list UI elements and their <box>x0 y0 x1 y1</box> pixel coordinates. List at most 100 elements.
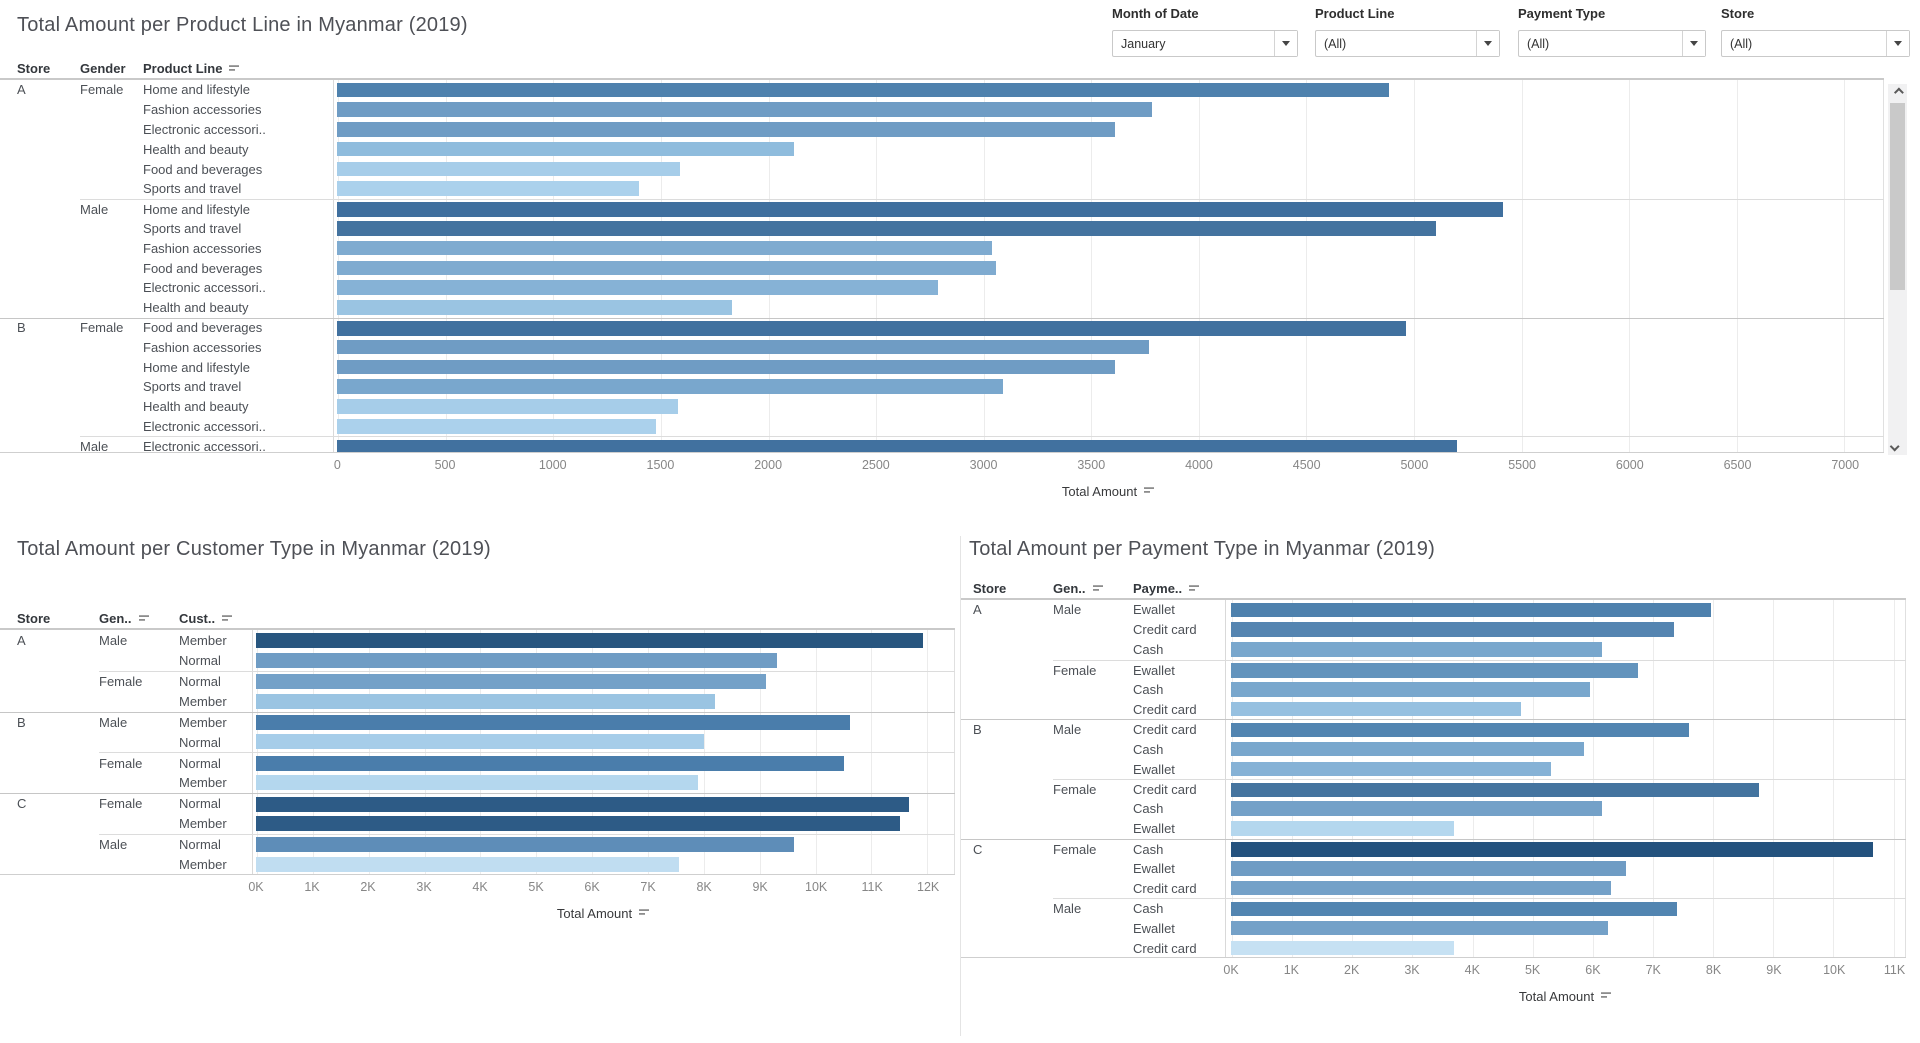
row-label-gender[interactable] <box>1053 918 1133 938</box>
bar[interactable] <box>337 122 1115 137</box>
row-label-gender[interactable] <box>1053 938 1133 957</box>
row-label-category[interactable]: Food and beverages <box>143 260 263 276</box>
row-label-gender[interactable] <box>80 357 143 377</box>
bar[interactable] <box>1231 801 1602 816</box>
row-label-store[interactable]: A <box>973 602 982 618</box>
row-label-gender[interactable] <box>80 219 143 239</box>
row-label-store[interactable]: B <box>17 714 26 730</box>
row-label-category[interactable]: Member <box>179 775 227 791</box>
row-label-category[interactable]: Electronic accessori.. <box>143 436 333 452</box>
bar[interactable] <box>1231 782 1759 798</box>
bar[interactable] <box>1231 901 1678 917</box>
row-label-category[interactable]: Normal <box>179 670 252 691</box>
row-label-store[interactable] <box>0 258 80 278</box>
row-label-gender[interactable] <box>80 377 143 397</box>
bar[interactable] <box>255 796 909 812</box>
row-label-category[interactable]: Member <box>179 816 227 832</box>
row-label-store[interactable] <box>0 100 80 120</box>
column-header[interactable]: Cust.. <box>179 611 252 626</box>
bar[interactable] <box>337 280 939 295</box>
row-label-store[interactable] <box>961 699 1053 719</box>
row-label-gender[interactable] <box>80 120 143 140</box>
row-label-store[interactable] <box>961 660 1053 680</box>
dropdown-arrow-button[interactable] <box>1682 31 1705 56</box>
row-label-store[interactable]: B <box>973 722 982 738</box>
row-label-store[interactable]: A <box>17 82 26 98</box>
row-label-gender[interactable]: Male <box>80 436 143 452</box>
row-label-gender[interactable]: Male <box>99 833 179 854</box>
bar[interactable] <box>1231 920 1609 936</box>
row-label-gender[interactable]: Male <box>99 714 128 730</box>
row-label-store[interactable] <box>0 732 99 752</box>
bar[interactable] <box>337 82 1389 97</box>
bar[interactable] <box>337 260 997 276</box>
bar[interactable] <box>337 339 1150 355</box>
bar[interactable] <box>337 379 1003 394</box>
row-label-gender[interactable] <box>80 159 143 179</box>
row-label-category[interactable]: Home and lifestyle <box>143 359 250 375</box>
bar[interactable] <box>1231 861 1627 876</box>
row-label-gender[interactable] <box>99 854 179 874</box>
bar[interactable] <box>1231 842 1874 857</box>
row-label-store[interactable] <box>961 859 1053 879</box>
row-label-store[interactable] <box>961 819 1053 839</box>
bar[interactable] <box>255 755 845 771</box>
column-header[interactable]: Product Line <box>143 61 333 76</box>
column-header[interactable]: Store <box>0 61 80 76</box>
row-label-gender[interactable] <box>1053 699 1133 719</box>
row-label-gender[interactable] <box>80 278 143 298</box>
dropdown-value[interactable]: (All) <box>1730 36 1753 51</box>
row-label-store[interactable] <box>0 278 80 298</box>
row-label-store[interactable] <box>0 159 80 179</box>
row-label-category[interactable]: Electronic accessori.. <box>143 121 266 137</box>
row-label-category[interactable]: Ewallet <box>1133 861 1175 877</box>
row-label-category[interactable]: Ewallet <box>1133 659 1225 680</box>
row-label-store[interactable] <box>961 938 1053 957</box>
row-label-store[interactable] <box>0 397 80 417</box>
row-label-store[interactable] <box>0 219 80 239</box>
row-label-category[interactable]: Ewallet <box>1133 821 1175 837</box>
row-label-category[interactable]: Health and beauty <box>143 399 249 415</box>
dropdown-value[interactable]: January <box>1121 36 1166 51</box>
bar[interactable] <box>1231 701 1521 717</box>
row-label-store[interactable] <box>0 671 99 691</box>
row-label-store[interactable] <box>0 834 99 854</box>
row-label-category[interactable]: Member <box>179 693 227 709</box>
row-label-category[interactable]: Fashion accessories <box>143 240 262 256</box>
row-label-category[interactable]: Member <box>179 856 227 872</box>
row-label-store[interactable] <box>0 773 99 793</box>
row-label-category[interactable]: Member <box>179 714 227 730</box>
bar[interactable] <box>255 734 705 750</box>
bar[interactable] <box>255 674 766 690</box>
row-label-store[interactable] <box>961 620 1053 640</box>
row-label-category[interactable]: Cash <box>1133 801 1164 817</box>
row-label-gender[interactable]: Male <box>1053 722 1082 738</box>
bar[interactable] <box>337 161 680 177</box>
row-label-category[interactable]: Credit card <box>1133 722 1197 738</box>
bar[interactable] <box>255 693 716 709</box>
row-label-gender[interactable]: Male <box>1053 602 1082 618</box>
row-label-gender[interactable] <box>1053 859 1133 879</box>
row-label-category[interactable]: Credit card <box>1133 940 1197 956</box>
row-label-category[interactable]: Sports and travel <box>143 181 242 197</box>
bar[interactable] <box>1231 602 1711 617</box>
dropdown-value[interactable]: (All) <box>1324 36 1347 51</box>
row-label-gender[interactable]: Female <box>80 82 124 98</box>
row-label-gender[interactable] <box>99 732 179 752</box>
sort-icon[interactable] <box>138 613 150 624</box>
column-header[interactable]: Gen.. <box>1053 581 1133 596</box>
row-label-category[interactable]: Credit card <box>1133 880 1197 896</box>
column-header[interactable]: Store <box>961 581 1053 596</box>
row-label-category[interactable]: Electronic accessori.. <box>143 280 266 296</box>
row-label-category[interactable]: Electronic accessori.. <box>143 418 266 434</box>
row-label-category[interactable]: Cash <box>1133 841 1164 857</box>
row-label-category[interactable]: Credit card <box>1133 779 1225 799</box>
bar[interactable] <box>337 221 1436 236</box>
dropdown-value[interactable]: (All) <box>1527 36 1550 51</box>
row-label-gender[interactable]: Male <box>80 198 143 219</box>
bar[interactable] <box>255 632 923 648</box>
row-label-gender[interactable] <box>99 691 179 711</box>
column-header[interactable]: Gender <box>80 61 143 76</box>
row-label-gender[interactable]: Female <box>1053 779 1133 799</box>
row-label-gender[interactable]: Female <box>99 796 143 812</box>
